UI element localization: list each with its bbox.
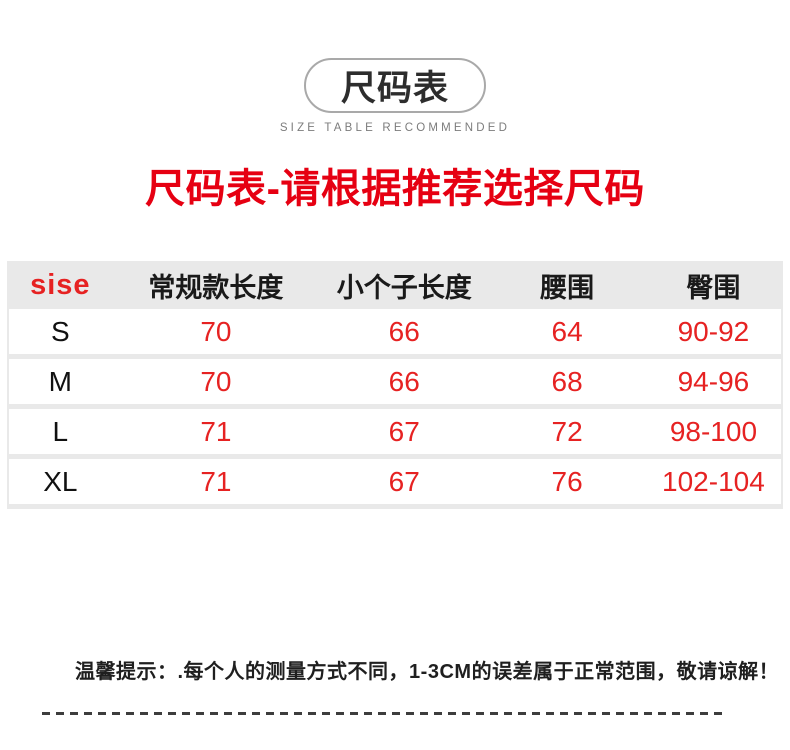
table-row-m: M 70 66 68 94-96 (9, 359, 781, 404)
regular-length-value: 70 (200, 365, 232, 397)
page-title: 尺码表-请根据推荐选择尺码 (145, 167, 645, 211)
badge-title: 尺码表 (340, 69, 449, 108)
waist-value: 68 (551, 365, 583, 397)
notice-text: 温馨提示：.每个人的测量方式不同，1-3CM的误差属于正常范围，敬请谅解！ (75, 661, 780, 683)
table-row-xl: XL 71 67 76 102-104 (9, 459, 781, 504)
column-header-regular-length: 常规款长度 (148, 272, 284, 303)
size-label: S (50, 315, 70, 347)
table-row-s: S 70 66 64 90-92 (9, 309, 781, 354)
size-table: sise 常规款长度 小个子长度 腰围 臀围 S 70 66 64 90-92 … (7, 261, 783, 509)
waist-value: 76 (551, 465, 583, 497)
regular-length-value: 70 (200, 315, 232, 347)
regular-length-value: 71 (200, 415, 232, 447)
size-label: XL (43, 465, 78, 497)
petite-length-value: 67 (388, 415, 420, 447)
petite-length-value: 66 (388, 315, 420, 347)
hip-value: 102-104 (662, 465, 765, 497)
column-header-petite-length: 小个子长度 (336, 272, 472, 303)
petite-length-value: 66 (388, 365, 420, 397)
column-header-hip: 臀围 (686, 272, 741, 303)
column-header-waist: 腰围 (540, 272, 595, 303)
hip-value: 90-92 (677, 315, 750, 347)
column-header-size: sise (30, 268, 91, 301)
petite-length-value: 67 (388, 465, 420, 497)
hip-value: 94-96 (677, 365, 750, 397)
hip-value: 98-100 (669, 415, 758, 447)
table-header-row: sise 常规款长度 小个子长度 腰围 臀围 (9, 261, 781, 309)
size-label: L (52, 415, 69, 447)
waist-value: 64 (551, 315, 583, 347)
dashed-divider (42, 712, 723, 715)
waist-value: 72 (551, 415, 583, 447)
table-row-l: L 71 67 72 98-100 (9, 409, 781, 454)
size-table-badge: 尺码表 (304, 58, 486, 113)
badge-subtitle: SIZE TABLE RECOMMENDED (279, 122, 511, 134)
size-label: M (48, 365, 72, 397)
regular-length-value: 71 (200, 465, 232, 497)
